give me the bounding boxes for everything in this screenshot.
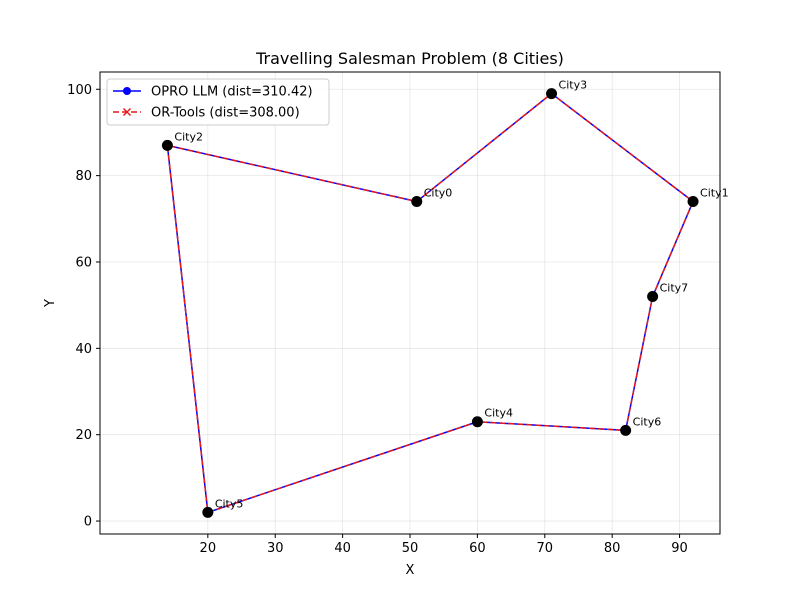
city-label-city3: City3 xyxy=(559,79,588,92)
legend-label-series-0: OPRO LLM (dist=310.42) xyxy=(151,85,313,100)
city-point-city0 xyxy=(411,196,423,208)
x-axis-label: X xyxy=(406,563,415,578)
x-tick-label: 60 xyxy=(469,541,486,556)
city-label-city4: City4 xyxy=(484,407,513,420)
y-tick-label: 80 xyxy=(75,169,92,184)
city-label-city0: City0 xyxy=(424,187,453,200)
city-points: City0 City1 City2 City3 City4 City5 City6 City7 xyxy=(161,79,729,518)
chart-title: Travelling Salesman Problem (8 Cities) xyxy=(255,49,564,68)
x-marker-stroke xyxy=(122,107,132,117)
city-point-city7 xyxy=(647,291,659,303)
city-point-city3 xyxy=(546,88,558,100)
city-point-city5 xyxy=(202,506,214,518)
city-point-city2 xyxy=(161,139,173,151)
legend-marker-series-1 xyxy=(122,107,132,117)
city-label-city7: City7 xyxy=(660,282,689,295)
y-tick-label: 40 xyxy=(75,342,92,357)
y-tick-label: 0 xyxy=(84,515,92,530)
x-tick-label: 90 xyxy=(671,541,688,556)
legend-marker-series-0 xyxy=(123,87,131,95)
city-point-city6 xyxy=(620,424,632,436)
city-point-city4 xyxy=(471,416,483,428)
x-tick-label: 70 xyxy=(537,541,554,556)
legend-label-series-1: OR-Tools (dist=308.00) xyxy=(151,106,300,121)
city-label-city1: City1 xyxy=(700,187,729,200)
legend: OPRO LLM (dist=310.42) OR-Tools (dist=308… xyxy=(106,78,330,126)
y-tick-label: 60 xyxy=(75,255,92,270)
legend-box xyxy=(106,78,330,126)
y-axis-label: Y xyxy=(43,299,58,308)
x-tick-label: 20 xyxy=(200,541,217,556)
axis-ticks: 20 30 40 50 60 70 80 90 0 20 40 60 80 100 xyxy=(67,83,688,556)
y-tick-label: 20 xyxy=(75,428,92,443)
city-label-city6: City6 xyxy=(633,415,662,428)
grid xyxy=(100,72,720,534)
x-tick-label: 80 xyxy=(604,541,621,556)
city-label-city2: City2 xyxy=(174,130,203,143)
x-tick-label: 40 xyxy=(334,541,351,556)
city-label-city5: City5 xyxy=(215,497,244,510)
y-tick-label: 100 xyxy=(67,83,92,98)
x-tick-label: 30 xyxy=(267,541,284,556)
x-tick-label: 50 xyxy=(402,541,419,556)
city-point-city1 xyxy=(687,196,699,208)
